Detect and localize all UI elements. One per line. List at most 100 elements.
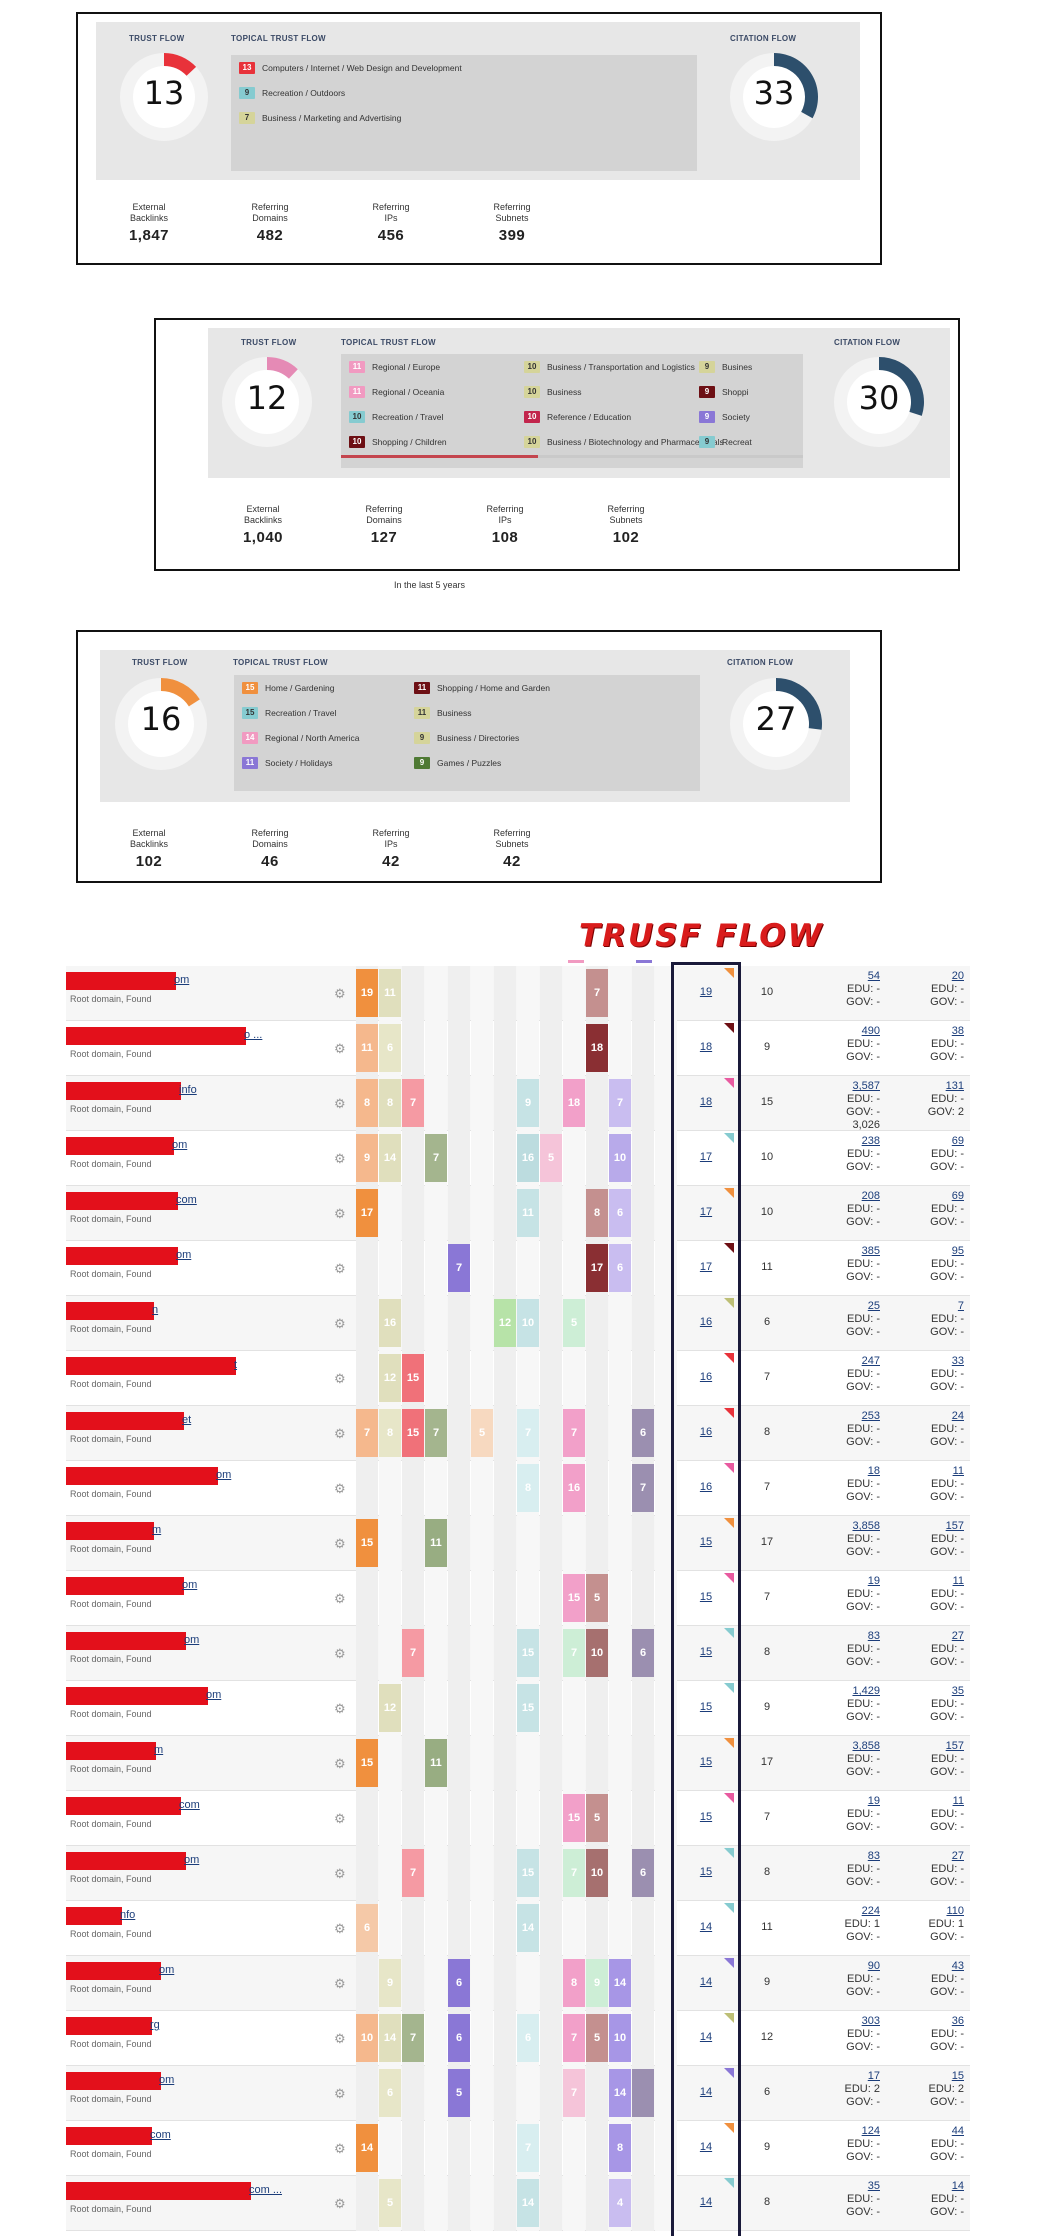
trust-flow-link[interactable]: 15	[699, 1701, 713, 1713]
domain-link[interactable]: rg	[150, 2019, 160, 2031]
backlinks-count-link[interactable]: 90	[867, 1960, 880, 1972]
referring-domains-link[interactable]: 69	[951, 1190, 964, 1202]
trust-flow-link[interactable]: 14	[699, 2196, 713, 2208]
domain-link[interactable]: om	[159, 2074, 175, 2086]
referring-domains-link[interactable]: 15	[951, 2070, 964, 2082]
gear-icon[interactable]: ⚙	[334, 1041, 346, 1056]
trust-flow-link[interactable]: 15	[699, 1811, 713, 1823]
domain-link[interactable]: et	[182, 1414, 192, 1426]
referring-domains-link[interactable]: 43	[951, 1960, 964, 1972]
trust-flow-link[interactable]: 17	[699, 1151, 713, 1163]
domain-link[interactable]: om	[206, 1689, 222, 1701]
gear-icon[interactable]: ⚙	[334, 1866, 346, 1881]
backlinks-count-link[interactable]: 253	[861, 1410, 880, 1422]
backlinks-count-link[interactable]: 247	[861, 1355, 880, 1367]
referring-domains-link[interactable]: 11	[952, 1465, 964, 1477]
backlinks-count-link[interactable]: 238	[861, 1135, 880, 1147]
trust-flow-link[interactable]: 17	[699, 1206, 713, 1218]
trust-flow-link[interactable]: 15	[699, 1646, 713, 1658]
referring-domains-link[interactable]: 157	[945, 1740, 964, 1752]
referring-domains-link[interactable]: 11	[952, 1795, 964, 1807]
trust-flow-link[interactable]: 14	[699, 1976, 713, 1988]
gear-icon[interactable]: ⚙	[334, 1316, 346, 1331]
referring-domains-link[interactable]: 131	[945, 1080, 964, 1092]
domain-link[interactable]: o ...	[244, 1029, 263, 1041]
backlinks-count-link[interactable]: 3,587	[852, 1080, 880, 1092]
gear-icon[interactable]: ⚙	[334, 1756, 346, 1771]
backlinks-count-link[interactable]: 3,858	[852, 1740, 880, 1752]
referring-domains-link[interactable]: 11	[952, 1575, 964, 1587]
gear-icon[interactable]: ⚙	[334, 2196, 346, 2211]
trust-flow-link[interactable]: 14	[699, 2141, 713, 2153]
trust-flow-link[interactable]: 16	[699, 1426, 713, 1438]
referring-domains-link[interactable]: 38	[951, 1025, 964, 1037]
gear-icon[interactable]: ⚙	[334, 1096, 346, 1111]
trust-flow-link[interactable]: 14	[699, 2031, 713, 2043]
referring-domains-link[interactable]: 33	[951, 1355, 964, 1367]
backlinks-count-link[interactable]: 3,858	[852, 1520, 880, 1532]
backlinks-count-link[interactable]: 25	[867, 1300, 880, 1312]
gear-icon[interactable]: ⚙	[334, 1811, 346, 1826]
backlinks-count-link[interactable]: 303	[861, 2015, 880, 2027]
domain-link[interactable]: m	[152, 1524, 162, 1536]
trust-flow-link[interactable]: 19	[699, 986, 713, 998]
gear-icon[interactable]: ⚙	[334, 1261, 346, 1276]
gear-icon[interactable]: ⚙	[334, 2141, 346, 2156]
referring-domains-link[interactable]: 24	[951, 1410, 964, 1422]
backlinks-count-link[interactable]: 124	[861, 2125, 880, 2137]
gear-icon[interactable]: ⚙	[334, 1206, 346, 1221]
trust-flow-link[interactable]: 18	[699, 1041, 713, 1053]
domain-link[interactable]: om	[182, 1579, 198, 1591]
referring-domains-link[interactable]: 110	[946, 1905, 964, 1917]
domain-link[interactable]: com	[179, 1799, 200, 1811]
domain-link[interactable]: nfo	[120, 1909, 136, 1921]
domain-link[interactable]: t	[234, 1359, 238, 1371]
domain-link[interactable]: n	[152, 1304, 159, 1316]
domain-link[interactable]: om	[159, 1964, 175, 1976]
referring-domains-link[interactable]: 27	[951, 1630, 964, 1642]
gear-icon[interactable]: ⚙	[334, 1646, 346, 1661]
referring-domains-link[interactable]: 27	[951, 1850, 964, 1862]
gear-icon[interactable]: ⚙	[334, 1536, 346, 1551]
gear-icon[interactable]: ⚙	[334, 1371, 346, 1386]
referring-domains-link[interactable]: 7	[957, 1300, 964, 1312]
trust-flow-link[interactable]: 16	[699, 1316, 713, 1328]
trust-flow-link[interactable]: 18	[699, 1096, 713, 1108]
backlinks-count-link[interactable]: 35	[867, 2180, 880, 2192]
backlinks-count-link[interactable]: 1,429	[852, 1685, 880, 1697]
gear-icon[interactable]: ⚙	[334, 1976, 346, 1991]
topic-scrollbar-thumb[interactable]	[341, 455, 538, 458]
trust-flow-link[interactable]: 15	[699, 1536, 713, 1548]
trust-flow-link[interactable]: 14	[699, 2086, 713, 2098]
referring-domains-link[interactable]: 20	[951, 970, 964, 982]
domain-link[interactable]: com	[176, 1194, 197, 1206]
domain-link[interactable]: com ...	[249, 2184, 283, 2196]
backlinks-count-link[interactable]: 385	[861, 1245, 880, 1257]
domain-link[interactable]: om	[184, 1634, 200, 1646]
domain-link[interactable]: om	[172, 1139, 188, 1151]
gear-icon[interactable]: ⚙	[334, 1701, 346, 1716]
backlinks-count-link[interactable]: 490	[861, 1025, 880, 1037]
backlinks-count-link[interactable]: 83	[867, 1630, 880, 1642]
trust-flow-link[interactable]: 15	[699, 1591, 713, 1603]
domain-link[interactable]: com	[150, 2129, 171, 2141]
domain-link[interactable]: info	[179, 1084, 197, 1096]
referring-domains-link[interactable]: 35	[951, 1685, 964, 1697]
backlinks-count-link[interactable]: 19	[867, 1575, 880, 1587]
trust-flow-link[interactable]: 14	[699, 1921, 713, 1933]
referring-domains-link[interactable]: 157	[945, 1520, 964, 1532]
topic-scrollbar[interactable]	[341, 455, 803, 458]
gear-icon[interactable]: ⚙	[334, 2086, 346, 2101]
referring-domains-link[interactable]: 69	[951, 1135, 964, 1147]
trust-flow-link[interactable]: 16	[699, 1481, 713, 1493]
backlinks-count-link[interactable]: 18	[867, 1465, 880, 1477]
backlinks-count-link[interactable]: 208	[861, 1190, 880, 1202]
trust-flow-link[interactable]: 15	[699, 1756, 713, 1768]
gear-icon[interactable]: ⚙	[334, 1921, 346, 1936]
trust-flow-link[interactable]: 15	[699, 1866, 713, 1878]
domain-link[interactable]: om	[174, 974, 190, 986]
backlinks-count-link[interactable]: 19	[867, 1795, 880, 1807]
referring-domains-link[interactable]: 44	[951, 2125, 964, 2137]
domain-link[interactable]: om	[184, 1854, 200, 1866]
gear-icon[interactable]: ⚙	[334, 1591, 346, 1606]
